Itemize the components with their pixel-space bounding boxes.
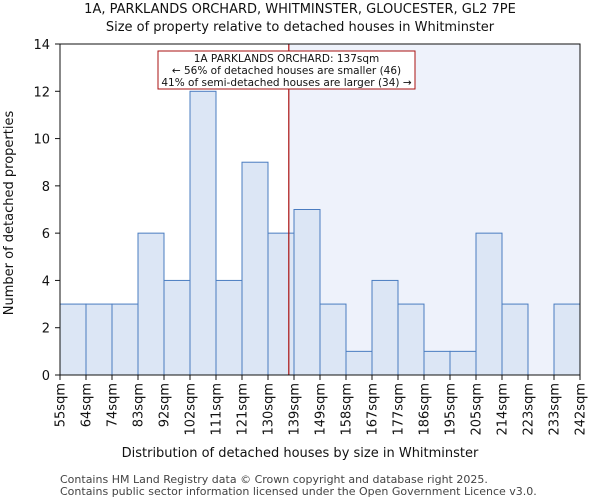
x-tick-label: 195sqm xyxy=(444,383,459,436)
bar-121sqm xyxy=(241,161,269,376)
y-tick-label: 6 xyxy=(42,227,50,242)
x-tick-label: 149sqm xyxy=(314,383,329,436)
bar-74sqm xyxy=(111,303,139,376)
bar-111sqm xyxy=(215,279,243,376)
bar-149sqm xyxy=(319,303,347,376)
y-axis-label: Number of detached properties xyxy=(2,111,17,316)
x-axis-label: Distribution of detached houses by size … xyxy=(122,446,479,461)
y-axis: 0 2 4 6 8 10 12 14 xyxy=(33,38,60,384)
annotation-line-2: ← 56% of detached houses are smaller (46… xyxy=(172,65,401,77)
bar-130sqm xyxy=(267,232,295,376)
x-tick-label: 130sqm xyxy=(262,383,277,436)
x-tick-label: 102sqm xyxy=(184,383,199,436)
y-tick-label: 4 xyxy=(42,274,50,289)
x-tick-label: 92sqm xyxy=(158,383,173,427)
x-tick-label: 83sqm xyxy=(132,383,147,427)
bars-group xyxy=(59,90,581,376)
x-tick-label: 205sqm xyxy=(470,383,485,436)
y-tick-label: 14 xyxy=(33,38,50,53)
bar-186sqm xyxy=(423,350,451,376)
chart-subtitle: Size of property relative to detached ho… xyxy=(106,20,495,35)
annotation-frame xyxy=(157,50,416,90)
footer-line-1: Contains HM Land Registry data © Crown c… xyxy=(60,473,488,486)
bar-92sqm xyxy=(163,279,191,376)
x-tick-label: 167sqm xyxy=(366,383,381,436)
x-tick-label: 139sqm xyxy=(288,383,303,436)
annotation-line-1: 1A PARKLANDS ORCHARD: 137sqm xyxy=(194,53,380,65)
x-tick-label: 186sqm xyxy=(418,383,433,436)
bar-205sqm xyxy=(475,232,503,376)
x-tick-label: 74sqm xyxy=(106,383,121,427)
x-tick-label: 177sqm xyxy=(392,383,407,436)
bar-195sqm xyxy=(449,350,477,376)
bar-167sqm xyxy=(371,279,399,376)
x-tick-label: 242sqm xyxy=(574,383,589,436)
chart-title: 1A, PARKLANDS ORCHARD, WHITMINSTER, GLOU… xyxy=(84,2,516,17)
x-tick-label: 64sqm xyxy=(80,383,95,427)
x-tick-label: 55sqm xyxy=(54,383,69,427)
y-tick-label: 2 xyxy=(42,322,50,337)
footer-line-2: Contains public sector information licen… xyxy=(60,485,537,498)
bar-233sqm xyxy=(553,303,581,376)
x-tick-label: 214sqm xyxy=(496,383,511,436)
y-tick-label: 12 xyxy=(33,85,50,100)
x-tick-label: 233sqm xyxy=(548,383,563,436)
bar-177sqm xyxy=(397,303,425,376)
bar-214sqm xyxy=(501,303,529,376)
x-axis: 55sqm 64sqm 74sqm 83sqm 92sqm 102sqm 111sqm 121… xyxy=(54,375,589,436)
annotation-line-3: 41% of semi-detached houses are larger (… xyxy=(161,77,412,89)
bar-55sqm xyxy=(59,303,87,376)
y-tick-label: 0 xyxy=(42,369,50,384)
y-tick-label: 8 xyxy=(42,180,50,195)
bar-139sqm xyxy=(293,209,321,376)
bar-64sqm xyxy=(85,303,113,376)
bar-83sqm xyxy=(137,232,165,376)
bar-102sqm xyxy=(189,90,217,376)
x-tick-label: 158sqm xyxy=(340,383,355,436)
y-tick-label: 10 xyxy=(33,133,50,148)
x-tick-label: 223sqm xyxy=(522,383,537,436)
annotation-box: 1A PARKLANDS ORCHARD: 137sqm ← 56% of de… xyxy=(157,50,416,90)
x-tick-label: 121sqm xyxy=(236,383,251,436)
x-tick-label: 111sqm xyxy=(210,383,225,436)
bar-158sqm xyxy=(345,350,373,376)
